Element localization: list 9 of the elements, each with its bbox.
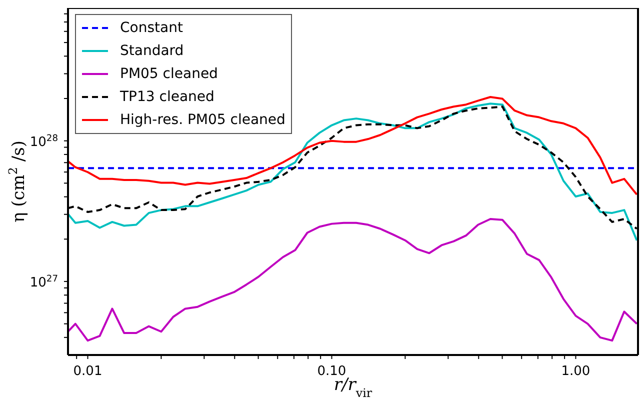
x-tick-label: 0.01: [73, 364, 102, 379]
legend-label: Constant: [120, 20, 183, 36]
legend-label: TP13 cleaned: [120, 88, 214, 104]
legend-label: Standard: [120, 42, 184, 58]
legend-label: PM05 cleaned: [120, 66, 218, 82]
x-tick-label: 1.00: [561, 364, 590, 379]
y-tick-label: 10$^{27}$: [30, 274, 58, 290]
legend-label: High-res. PM05 cleaned: [120, 112, 286, 128]
y-tick-label: 10$^{28}$: [30, 134, 58, 150]
